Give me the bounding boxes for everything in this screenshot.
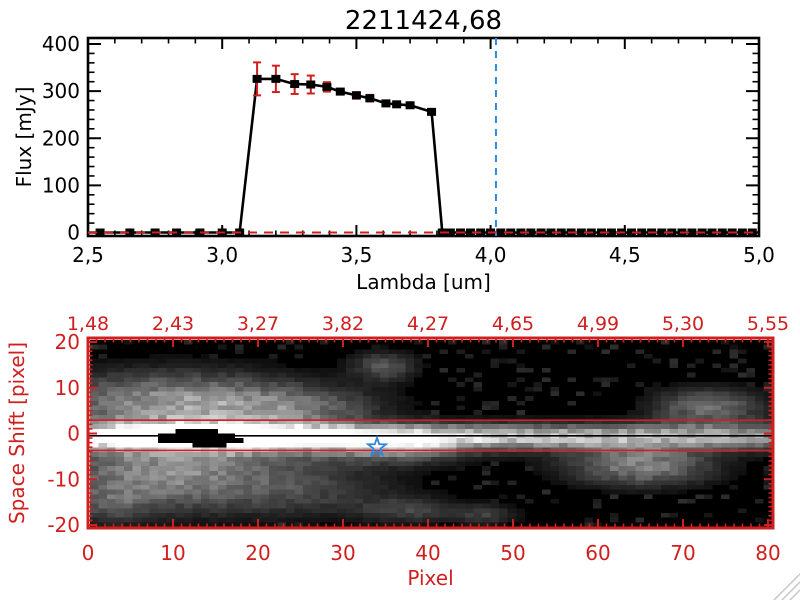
svg-text:3,0: 3,0 — [206, 243, 238, 267]
svg-text:30: 30 — [330, 541, 355, 565]
spectrum-xaxis-title: Lambda [um] — [356, 270, 491, 294]
svg-text:5,30: 5,30 — [662, 313, 704, 335]
svg-text:60: 60 — [585, 541, 610, 565]
svg-text:0: 0 — [67, 221, 80, 245]
svg-text:80: 80 — [755, 541, 780, 565]
svg-text:4,99: 4,99 — [577, 313, 619, 335]
page-title: 2211424,68 — [344, 6, 503, 36]
spectrum-yaxis-title: Flux [mJy] — [12, 86, 36, 188]
aperture-lines — [88, 419, 773, 452]
svg-text:5,0: 5,0 — [743, 243, 775, 267]
star-marker — [365, 434, 389, 458]
flux-series — [88, 77, 759, 234]
svg-text:70: 70 — [670, 541, 695, 565]
svg-text:50: 50 — [500, 541, 525, 565]
reference-lines — [88, 38, 759, 236]
svg-text:300: 300 — [42, 79, 80, 103]
svg-text:4,27: 4,27 — [407, 313, 449, 335]
resize-grip[interactable] — [773, 573, 800, 600]
image-axes: 0 1,48 10 2,43 20 3,27 30 3,82 40 4,27 50 4,65 60 4,9… — [47, 313, 789, 565]
image-yaxis-title: Space Shift [pixel] — [5, 341, 29, 525]
svg-text:20: 20 — [245, 541, 270, 565]
svg-text:200: 200 — [42, 126, 80, 150]
svg-text:400: 400 — [42, 32, 80, 56]
svg-text:-20: -20 — [47, 513, 80, 537]
svg-text:40: 40 — [415, 541, 440, 565]
svg-text:3,5: 3,5 — [340, 243, 372, 267]
svg-text:10: 10 — [160, 541, 185, 565]
svg-text:1,48: 1,48 — [67, 313, 109, 335]
svg-text:2,5: 2,5 — [72, 243, 104, 267]
svg-text:4,65: 4,65 — [492, 313, 534, 335]
svg-text:5,55: 5,55 — [747, 313, 789, 335]
svg-text:2,43: 2,43 — [152, 313, 194, 335]
svg-text:4,5: 4,5 — [609, 243, 641, 267]
svg-text:10: 10 — [55, 376, 80, 400]
svg-text:100: 100 — [42, 173, 80, 197]
svg-text:0: 0 — [82, 541, 95, 565]
svg-text:0: 0 — [67, 422, 80, 446]
svg-text:20: 20 — [55, 330, 80, 354]
svg-text:3,82: 3,82 — [322, 313, 364, 335]
image-xaxis-title: Pixel — [407, 566, 454, 590]
flux-markers — [95, 74, 757, 237]
svg-text:4,0: 4,0 — [475, 243, 507, 267]
svg-text:-10: -10 — [47, 467, 80, 491]
svg-text:3,27: 3,27 — [237, 313, 279, 335]
spectral-image-raster — [90, 340, 772, 527]
